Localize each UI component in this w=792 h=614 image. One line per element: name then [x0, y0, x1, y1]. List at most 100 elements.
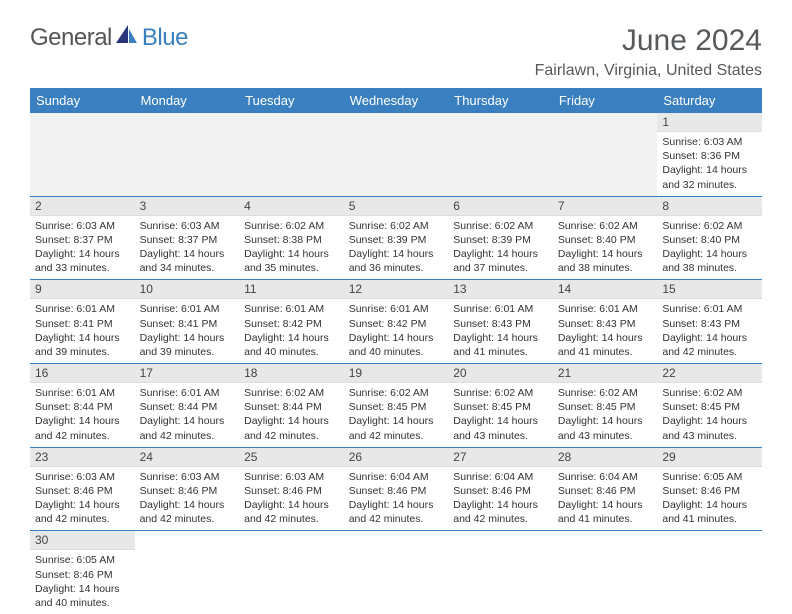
- day-number: 12: [344, 280, 449, 299]
- day-number: 30: [30, 531, 135, 550]
- calendar-cell: 2Sunrise: 6:03 AMSunset: 8:37 PMDaylight…: [30, 196, 135, 280]
- calendar-cell: 5Sunrise: 6:02 AMSunset: 8:39 PMDaylight…: [344, 196, 449, 280]
- calendar-cell: 11Sunrise: 6:01 AMSunset: 8:42 PMDayligh…: [239, 280, 344, 364]
- day-number: 5: [344, 197, 449, 216]
- calendar-cell: 22Sunrise: 6:02 AMSunset: 8:45 PMDayligh…: [657, 364, 762, 448]
- calendar-cell: [239, 113, 344, 196]
- weekday-header: Sunday: [30, 88, 135, 113]
- logo: General Blue: [30, 24, 188, 52]
- calendar-cell: [135, 113, 240, 196]
- calendar-cell: 29Sunrise: 6:05 AMSunset: 8:46 PMDayligh…: [657, 447, 762, 531]
- day-details: Sunrise: 6:02 AMSunset: 8:45 PMDaylight:…: [344, 383, 449, 447]
- day-number: 2: [30, 197, 135, 216]
- calendar-cell: 4Sunrise: 6:02 AMSunset: 8:38 PMDaylight…: [239, 196, 344, 280]
- calendar-cell: 6Sunrise: 6:02 AMSunset: 8:39 PMDaylight…: [448, 196, 553, 280]
- calendar-cell: 19Sunrise: 6:02 AMSunset: 8:45 PMDayligh…: [344, 364, 449, 448]
- day-details: Sunrise: 6:01 AMSunset: 8:41 PMDaylight:…: [30, 299, 135, 363]
- day-number: 19: [344, 364, 449, 383]
- day-number: 27: [448, 448, 553, 467]
- day-details: Sunrise: 6:03 AMSunset: 8:46 PMDaylight:…: [135, 467, 240, 531]
- title-block: June 2024 Fairlawn, Virginia, United Sta…: [535, 24, 762, 80]
- calendar-cell: [135, 531, 240, 614]
- calendar-cell: [30, 113, 135, 196]
- day-details: Sunrise: 6:02 AMSunset: 8:45 PMDaylight:…: [657, 383, 762, 447]
- day-details: Sunrise: 6:03 AMSunset: 8:36 PMDaylight:…: [657, 132, 762, 196]
- calendar-cell: 23Sunrise: 6:03 AMSunset: 8:46 PMDayligh…: [30, 447, 135, 531]
- day-number: 16: [30, 364, 135, 383]
- calendar-cell: 28Sunrise: 6:04 AMSunset: 8:46 PMDayligh…: [553, 447, 658, 531]
- calendar-cell: [239, 531, 344, 614]
- day-details: Sunrise: 6:04 AMSunset: 8:46 PMDaylight:…: [344, 467, 449, 531]
- calendar-row: 23Sunrise: 6:03 AMSunset: 8:46 PMDayligh…: [30, 447, 762, 531]
- day-details: Sunrise: 6:01 AMSunset: 8:44 PMDaylight:…: [30, 383, 135, 447]
- day-details: Sunrise: 6:01 AMSunset: 8:43 PMDaylight:…: [448, 299, 553, 363]
- calendar-cell: 27Sunrise: 6:04 AMSunset: 8:46 PMDayligh…: [448, 447, 553, 531]
- calendar-cell: 12Sunrise: 6:01 AMSunset: 8:42 PMDayligh…: [344, 280, 449, 364]
- sail-icon: [116, 24, 138, 52]
- day-details: Sunrise: 6:02 AMSunset: 8:45 PMDaylight:…: [448, 383, 553, 447]
- day-number: 9: [30, 280, 135, 299]
- calendar-cell: 8Sunrise: 6:02 AMSunset: 8:40 PMDaylight…: [657, 196, 762, 280]
- calendar-row: 1Sunrise: 6:03 AMSunset: 8:36 PMDaylight…: [30, 113, 762, 196]
- day-details: Sunrise: 6:02 AMSunset: 8:40 PMDaylight:…: [553, 216, 658, 280]
- day-details: Sunrise: 6:01 AMSunset: 8:43 PMDaylight:…: [657, 299, 762, 363]
- calendar-cell: [553, 113, 658, 196]
- weekday-header: Saturday: [657, 88, 762, 113]
- calendar-cell: 26Sunrise: 6:04 AMSunset: 8:46 PMDayligh…: [344, 447, 449, 531]
- calendar-row: 16Sunrise: 6:01 AMSunset: 8:44 PMDayligh…: [30, 364, 762, 448]
- day-details: Sunrise: 6:03 AMSunset: 8:46 PMDaylight:…: [239, 467, 344, 531]
- calendar-cell: [448, 531, 553, 614]
- day-number: 4: [239, 197, 344, 216]
- day-number: 20: [448, 364, 553, 383]
- day-number: 7: [553, 197, 658, 216]
- day-details: Sunrise: 6:01 AMSunset: 8:42 PMDaylight:…: [344, 299, 449, 363]
- day-number: 17: [135, 364, 240, 383]
- day-details: Sunrise: 6:04 AMSunset: 8:46 PMDaylight:…: [448, 467, 553, 531]
- weekday-header: Wednesday: [344, 88, 449, 113]
- weekday-header-row: Sunday Monday Tuesday Wednesday Thursday…: [30, 88, 762, 113]
- header: General Blue June 2024 Fairlawn, Virgini…: [30, 24, 762, 80]
- day-details: Sunrise: 6:02 AMSunset: 8:40 PMDaylight:…: [657, 216, 762, 280]
- calendar-cell: 16Sunrise: 6:01 AMSunset: 8:44 PMDayligh…: [30, 364, 135, 448]
- calendar-row: 30Sunrise: 6:05 AMSunset: 8:46 PMDayligh…: [30, 531, 762, 614]
- day-number: 25: [239, 448, 344, 467]
- calendar-cell: [553, 531, 658, 614]
- day-details: Sunrise: 6:05 AMSunset: 8:46 PMDaylight:…: [657, 467, 762, 531]
- day-number: 13: [448, 280, 553, 299]
- day-number: 21: [553, 364, 658, 383]
- calendar-cell: [344, 531, 449, 614]
- calendar-cell: [657, 531, 762, 614]
- calendar-cell: 18Sunrise: 6:02 AMSunset: 8:44 PMDayligh…: [239, 364, 344, 448]
- day-details: Sunrise: 6:03 AMSunset: 8:37 PMDaylight:…: [135, 216, 240, 280]
- day-details: Sunrise: 6:01 AMSunset: 8:41 PMDaylight:…: [135, 299, 240, 363]
- day-number: 11: [239, 280, 344, 299]
- day-number: 3: [135, 197, 240, 216]
- day-details: Sunrise: 6:02 AMSunset: 8:39 PMDaylight:…: [344, 216, 449, 280]
- day-details: Sunrise: 6:03 AMSunset: 8:37 PMDaylight:…: [30, 216, 135, 280]
- day-details: Sunrise: 6:02 AMSunset: 8:39 PMDaylight:…: [448, 216, 553, 280]
- weekday-header: Tuesday: [239, 88, 344, 113]
- day-details: Sunrise: 6:02 AMSunset: 8:45 PMDaylight:…: [553, 383, 658, 447]
- calendar-row: 9Sunrise: 6:01 AMSunset: 8:41 PMDaylight…: [30, 280, 762, 364]
- day-details: Sunrise: 6:01 AMSunset: 8:44 PMDaylight:…: [135, 383, 240, 447]
- location: Fairlawn, Virginia, United States: [535, 62, 762, 80]
- day-details: Sunrise: 6:04 AMSunset: 8:46 PMDaylight:…: [553, 467, 658, 531]
- day-number: 1: [657, 113, 762, 132]
- calendar-cell: 10Sunrise: 6:01 AMSunset: 8:41 PMDayligh…: [135, 280, 240, 364]
- day-number: 15: [657, 280, 762, 299]
- day-number: 14: [553, 280, 658, 299]
- weekday-header: Friday: [553, 88, 658, 113]
- weekday-header: Monday: [135, 88, 240, 113]
- month-title: June 2024: [535, 24, 762, 58]
- calendar-cell: 3Sunrise: 6:03 AMSunset: 8:37 PMDaylight…: [135, 196, 240, 280]
- day-number: 10: [135, 280, 240, 299]
- day-details: Sunrise: 6:01 AMSunset: 8:42 PMDaylight:…: [239, 299, 344, 363]
- calendar-cell: 14Sunrise: 6:01 AMSunset: 8:43 PMDayligh…: [553, 280, 658, 364]
- day-details: Sunrise: 6:03 AMSunset: 8:46 PMDaylight:…: [30, 467, 135, 531]
- logo-text-blue: Blue: [142, 24, 188, 52]
- day-number: 6: [448, 197, 553, 216]
- day-number: 18: [239, 364, 344, 383]
- calendar-cell: 9Sunrise: 6:01 AMSunset: 8:41 PMDaylight…: [30, 280, 135, 364]
- calendar-cell: 7Sunrise: 6:02 AMSunset: 8:40 PMDaylight…: [553, 196, 658, 280]
- weekday-header: Thursday: [448, 88, 553, 113]
